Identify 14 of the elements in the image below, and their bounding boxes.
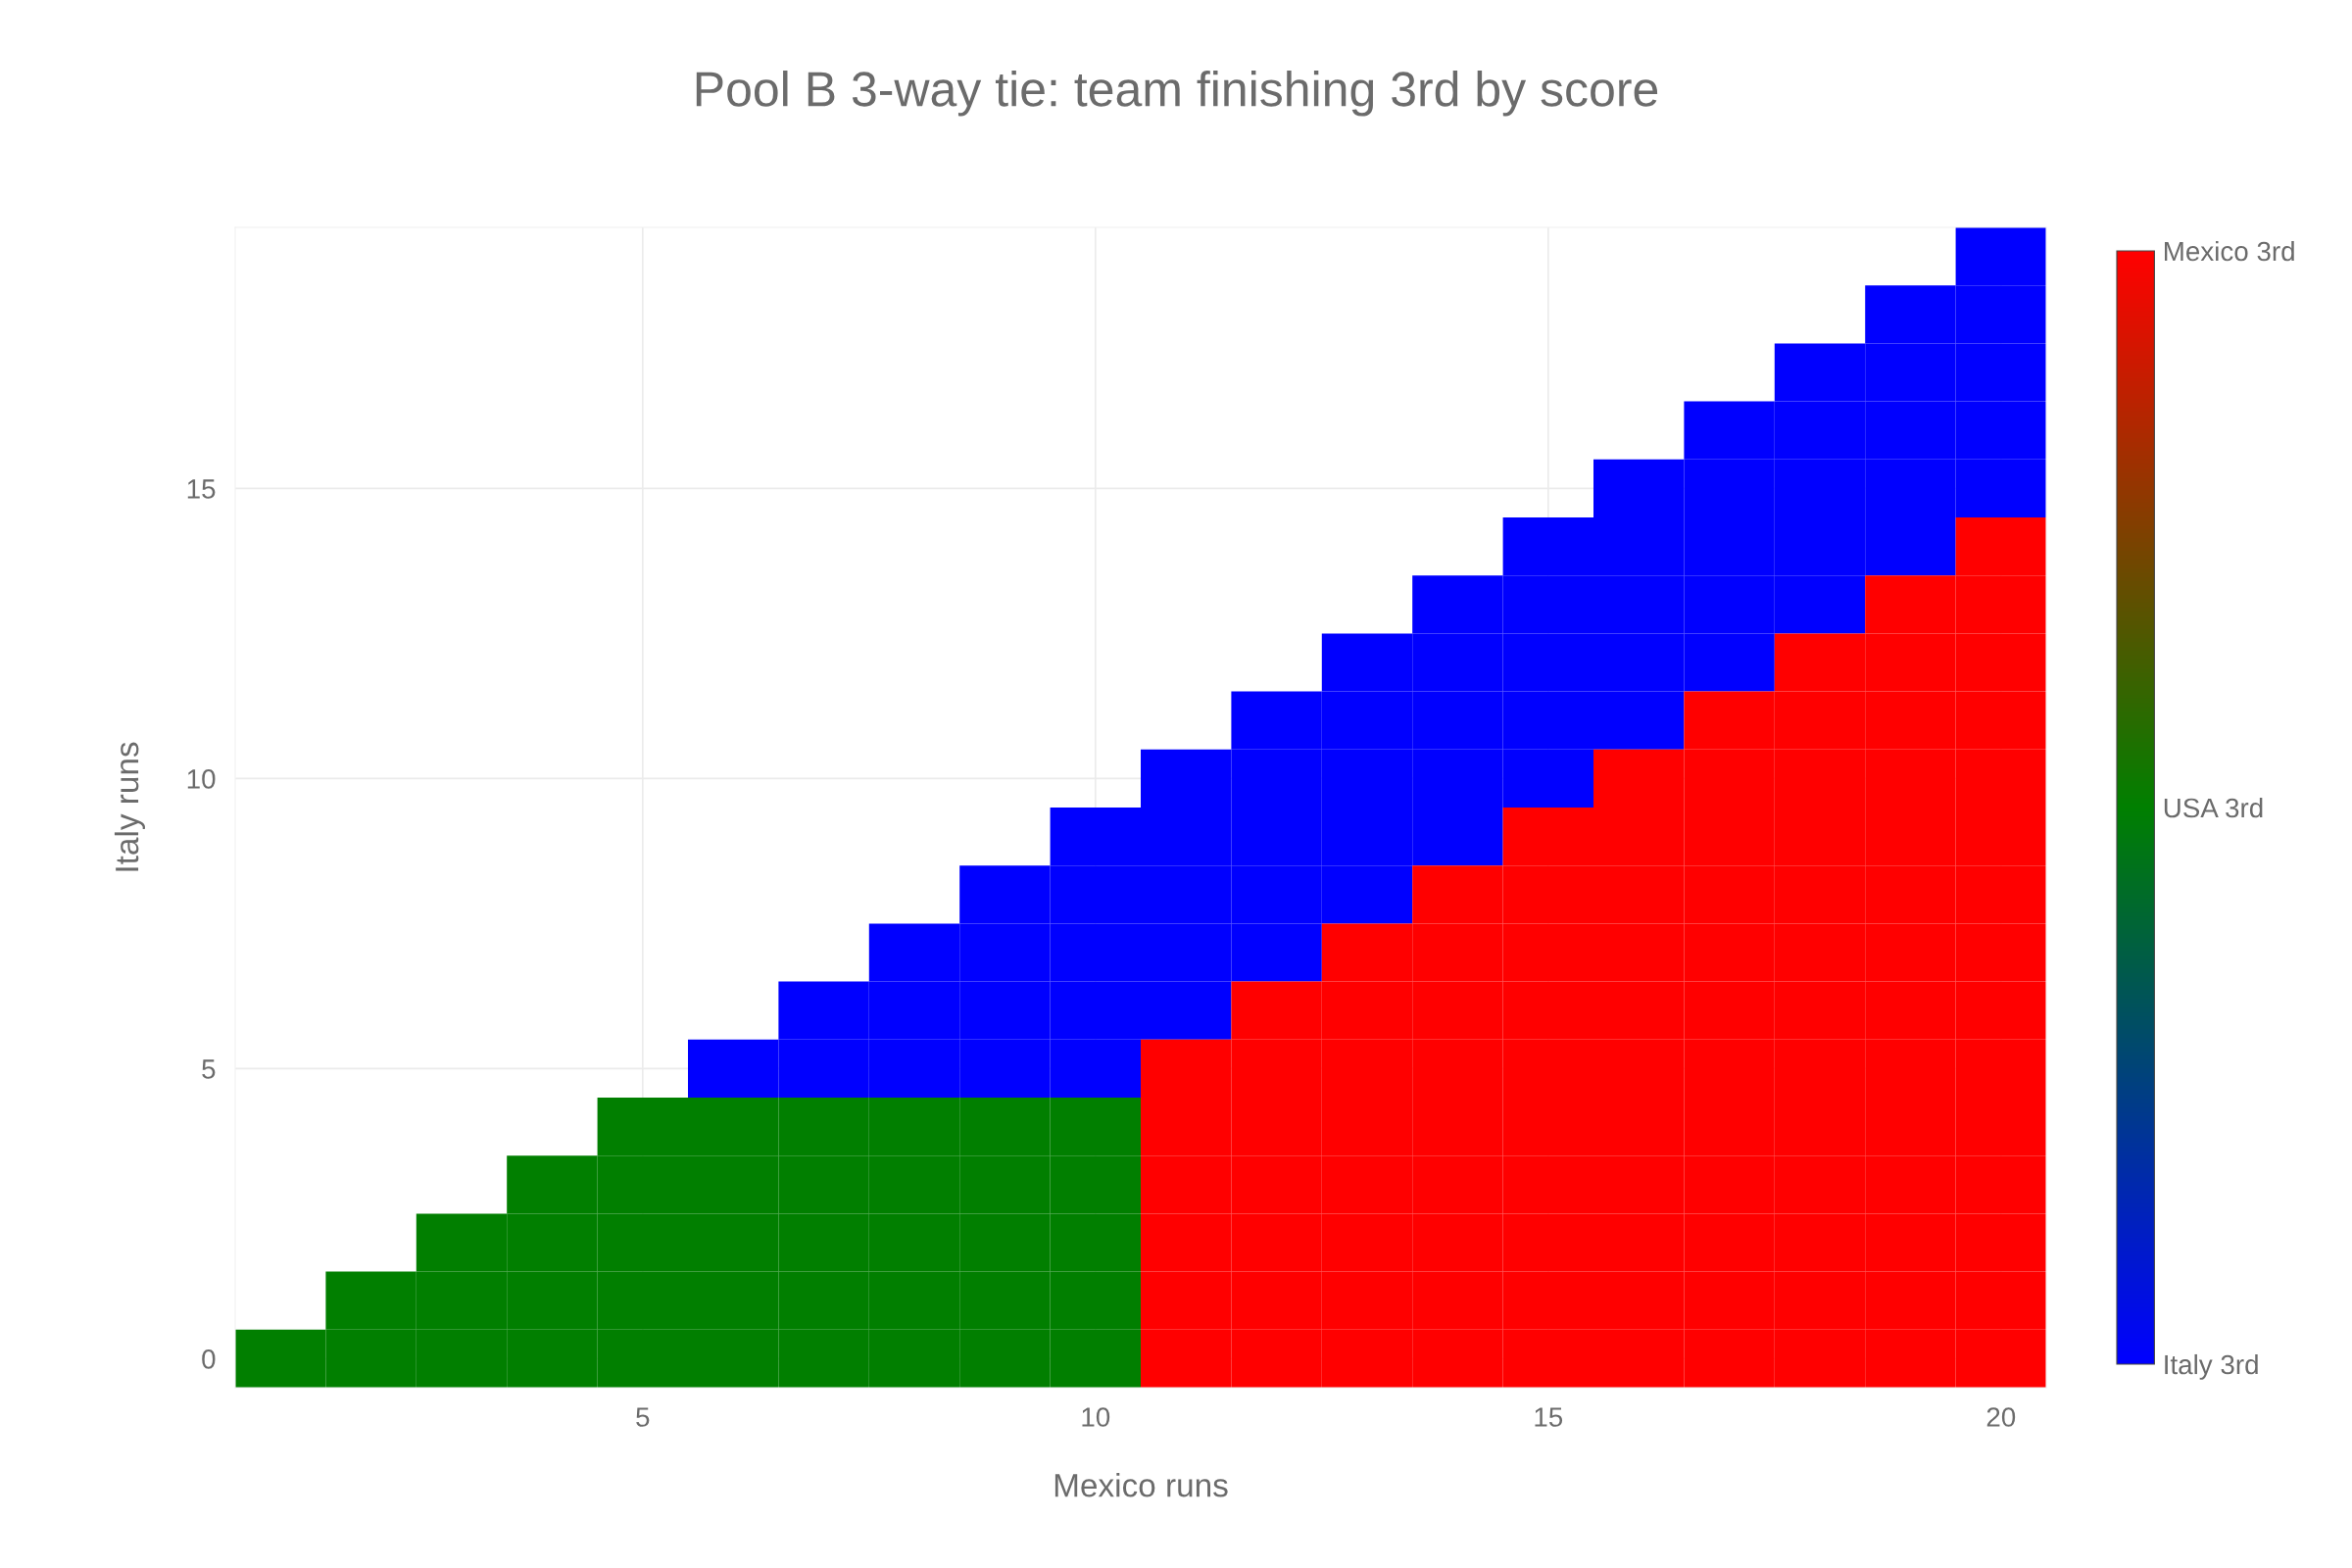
y-tick-label: 5 (202, 1059, 216, 1079)
x-tick-label: 15 (1535, 1407, 1563, 1427)
color-bar-label: Mexico 3rd (2165, 240, 2294, 262)
color-bar-label: Italy 3rd (2165, 1353, 2258, 1380)
y-tick-label: 0 (202, 1349, 216, 1369)
x-tick-label: 20 (1986, 1407, 2016, 1427)
x-axis-title: Mexico runs (1054, 1473, 1228, 1497)
y-tick-label: 15 (187, 479, 216, 499)
y-tick-label: 10 (187, 769, 216, 789)
x-tick-label: 5 (636, 1407, 650, 1427)
x-tick-label: 10 (1082, 1407, 1110, 1427)
color-bar-label: USA 3rd (2164, 797, 2263, 818)
chart-title: Pool B 3-way tie: team finishing 3rd by score (696, 71, 1658, 117)
y-axis-title: Italy runs (114, 742, 145, 871)
